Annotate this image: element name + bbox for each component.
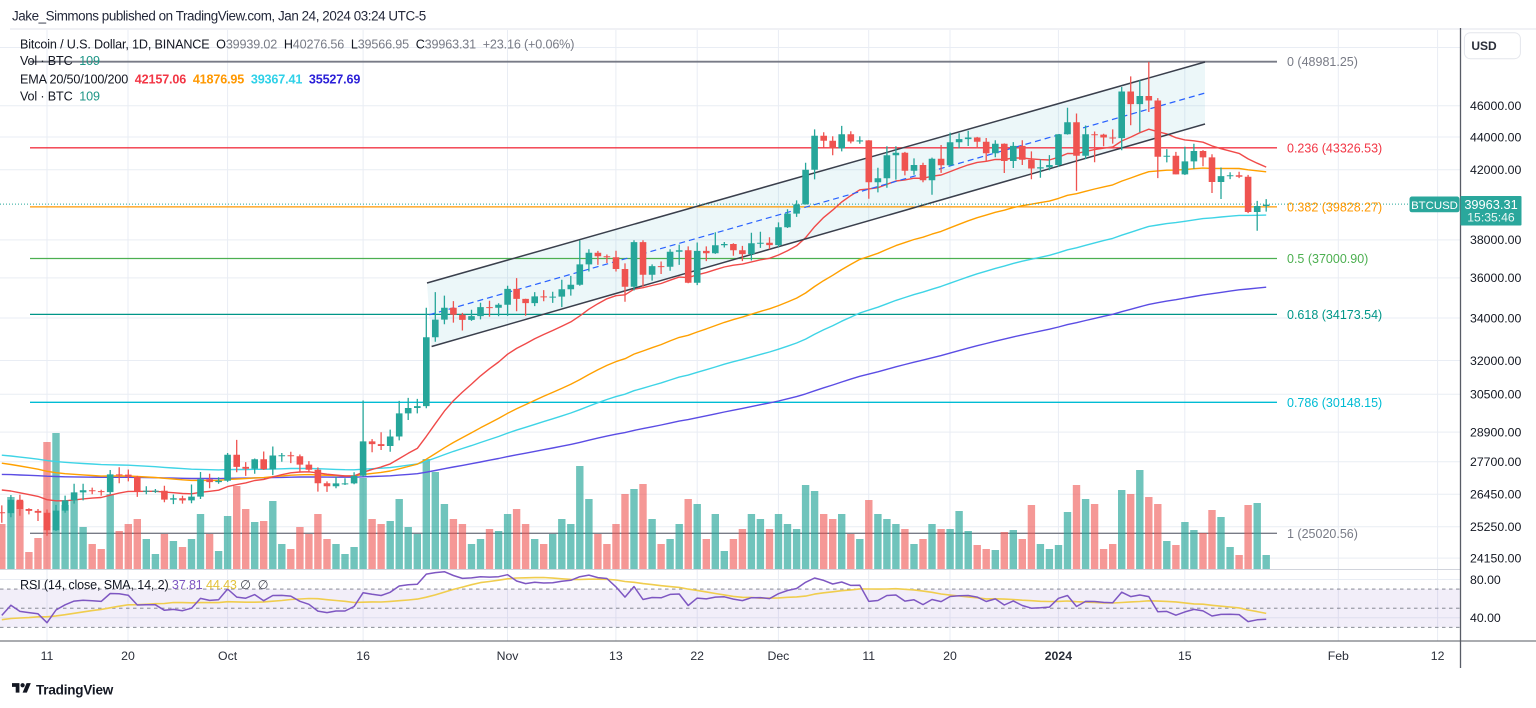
svg-text:0.236 (43326.53): 0.236 (43326.53) (1287, 141, 1382, 155)
svg-text:30500.00: 30500.00 (1470, 388, 1521, 402)
svg-text:11: 11 (862, 649, 875, 663)
svg-text:11: 11 (41, 649, 54, 663)
svg-text:46000.00: 46000.00 (1470, 99, 1521, 113)
svg-text:38000.00: 38000.00 (1470, 233, 1521, 247)
svg-text:15: 15 (1178, 649, 1192, 663)
svg-text:USD: USD (1471, 39, 1497, 53)
svg-text:15:35:46: 15:35:46 (1467, 211, 1515, 225)
svg-text:Vol · BTC 109: Vol · BTC 109 (20, 54, 100, 68)
svg-text:22: 22 (690, 649, 704, 663)
svg-text:34000.00: 34000.00 (1470, 311, 1521, 325)
svg-text:Vol · BTC 109: Vol · BTC 109 (20, 90, 100, 104)
svg-text:0 (48981.25): 0 (48981.25) (1287, 55, 1358, 69)
svg-text:Jake_Simmons published on Trad: Jake_Simmons published on TradingView.co… (12, 9, 426, 24)
svg-text:0.382 (39828.27): 0.382 (39828.27) (1287, 200, 1382, 214)
svg-text:16: 16 (356, 649, 370, 663)
svg-text:42000.00: 42000.00 (1470, 163, 1521, 177)
svg-text:TradingView: TradingView (36, 683, 114, 698)
svg-text:EMA 20/50/100/200 42157.06 4: EMA 20/50/100/200 42157.06 41876.95 3936… (20, 73, 360, 87)
svg-text:12: 12 (1431, 649, 1445, 663)
svg-text:26450.00: 26450.00 (1470, 488, 1521, 502)
svg-text:25250.00: 25250.00 (1470, 520, 1521, 534)
svg-text:20: 20 (943, 649, 957, 663)
svg-text:BTCUSD: BTCUSD (1411, 200, 1458, 212)
svg-text:2024: 2024 (1045, 649, 1073, 663)
svg-text:32000.00: 32000.00 (1470, 354, 1521, 368)
svg-text:Feb: Feb (1328, 649, 1349, 663)
svg-text:39963.31: 39963.31 (1464, 197, 1517, 212)
svg-text:Bitcoin / U.S. Dollar, 1D, BIN: Bitcoin / U.S. Dollar, 1D, BINANCE O3993… (20, 38, 574, 52)
svg-text:44000.00: 44000.00 (1470, 130, 1521, 144)
svg-text:80.00: 80.00 (1470, 573, 1501, 587)
svg-text:1 (25020.56): 1 (25020.56) (1287, 527, 1358, 541)
svg-text:0.5 (37000.90): 0.5 (37000.90) (1287, 252, 1368, 266)
svg-text:0.618 (34173.54): 0.618 (34173.54) (1287, 308, 1382, 322)
svg-text:13: 13 (609, 649, 623, 663)
svg-text:Nov: Nov (497, 649, 520, 663)
svg-text:27700.00: 27700.00 (1470, 455, 1521, 469)
svg-text:24150.00: 24150.00 (1470, 551, 1521, 565)
svg-text:40.00: 40.00 (1470, 611, 1501, 625)
svg-text:36000.00: 36000.00 (1470, 271, 1521, 285)
svg-text:28900.00: 28900.00 (1470, 425, 1521, 439)
svg-text:20: 20 (121, 649, 135, 663)
svg-text:Oct: Oct (218, 649, 238, 663)
svg-text:RSI (14, close, SMA, 14, 2) 37: RSI (14, close, SMA, 14, 2) 37.81 44.43 … (20, 578, 269, 592)
svg-text:0.786 (30148.15): 0.786 (30148.15) (1287, 396, 1382, 410)
svg-text:Dec: Dec (767, 649, 789, 663)
